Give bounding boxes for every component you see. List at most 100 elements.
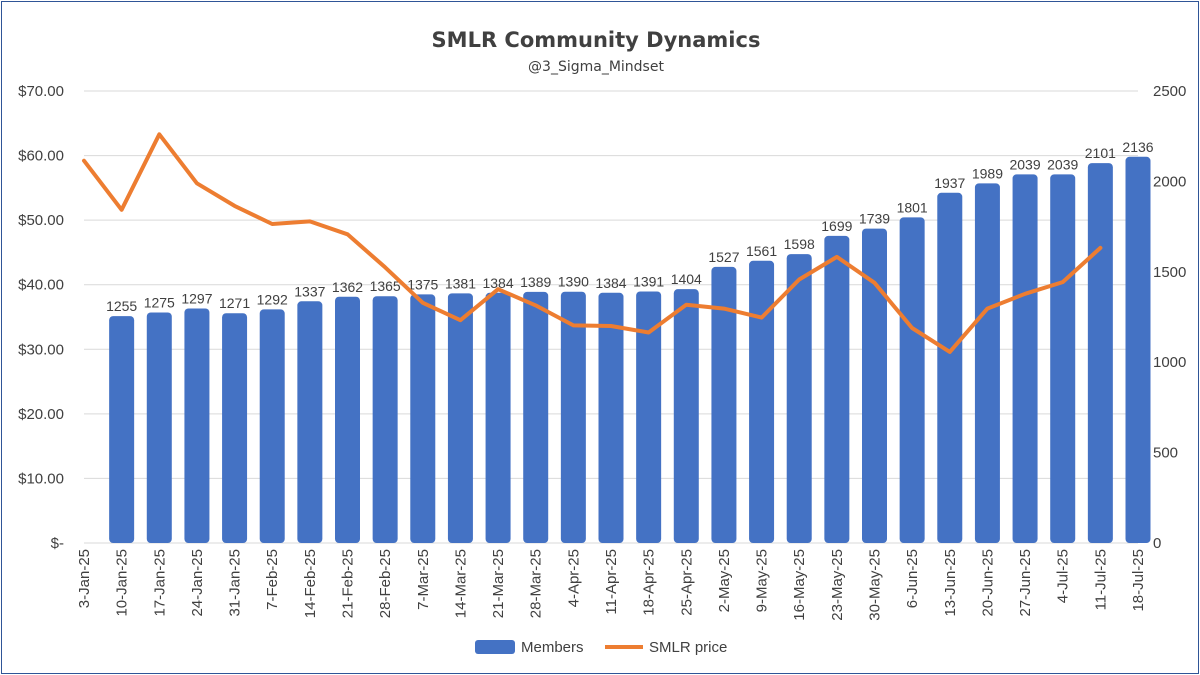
- members-data-label: 1391: [633, 274, 664, 290]
- x-axis-tick-label: 7-Feb-25: [264, 549, 281, 610]
- x-axis-tick-label: 23-May-25: [829, 549, 846, 621]
- price-line: [82, 132, 1103, 354]
- members-data-label: 1404: [671, 271, 702, 287]
- right-axis-tick-label: 500: [1153, 445, 1178, 462]
- members-data-label: 1337: [294, 283, 325, 299]
- members-data-label: 1739: [859, 211, 890, 227]
- members-bar: [673, 289, 699, 543]
- x-axis-tick-label: 11-Apr-25: [603, 549, 620, 615]
- members-data-label: 1292: [257, 291, 288, 307]
- members-data-labels: 1255 1275 1297 1271 1292 1337 1362 1365 1375 1381…: [106, 139, 1154, 314]
- x-axis-tick-label: 6-Jun-25: [904, 549, 921, 608]
- members-bar: [259, 309, 285, 543]
- chart-title: SMLR Community Dynamics: [432, 28, 761, 52]
- left-axis-tick-label: $60.00: [18, 148, 64, 165]
- x-axis-tick-label: 31-Jan-25: [227, 549, 244, 617]
- members-data-label: 1275: [144, 294, 175, 310]
- members-data-label: 1255: [106, 298, 137, 314]
- x-axis-tick-label: 14-Mar-25: [452, 549, 469, 618]
- left-axis-tick-label: $50.00: [18, 212, 64, 229]
- members-bar: [146, 312, 172, 543]
- members-bars: [109, 156, 1151, 543]
- members-data-label: 2101: [1085, 145, 1116, 161]
- left-axis-tick-label: $30.00: [18, 341, 64, 358]
- members-bar: [636, 291, 662, 543]
- left-axis-tick-label: $10.00: [18, 470, 64, 487]
- members-bar: [862, 228, 887, 543]
- right-axis-ticks: 0 500 1000 1500 2000 2500: [1153, 83, 1186, 552]
- right-axis-tick-label: 0: [1153, 535, 1161, 552]
- legend-members-swatch: [475, 640, 515, 654]
- members-data-label: 1699: [821, 218, 852, 234]
- gridlines: [84, 90, 1138, 544]
- x-axis-tick-label: 7-Mar-25: [415, 549, 432, 610]
- members-data-label: 1989: [972, 165, 1003, 181]
- members-bar: [335, 296, 360, 543]
- members-data-label: 1375: [407, 276, 438, 292]
- x-axis-tick-label: 13-Jun-25: [942, 549, 959, 617]
- members-bar: [485, 292, 511, 543]
- members-bar: [222, 313, 248, 543]
- members-data-label: 1297: [181, 291, 212, 307]
- x-axis-tick-label: 25-Apr-25: [678, 549, 695, 616]
- x-axis-tick-label: 28-Mar-25: [528, 549, 545, 618]
- members-data-label: 2039: [1047, 156, 1078, 172]
- x-axis-tick-label: 27-Jun-25: [1017, 549, 1034, 617]
- legend: Members SMLR price: [475, 639, 727, 656]
- members-bar: [410, 294, 436, 543]
- x-axis-tick-label: 24-Jan-25: [189, 549, 206, 617]
- x-axis-tick-label: 17-Jan-25: [151, 549, 168, 617]
- price-line-path: [82, 132, 1103, 354]
- members-bar: [523, 291, 549, 543]
- right-axis-tick-label: 2500: [1153, 83, 1186, 100]
- x-axis-tick-label: 4-Jul-25: [1055, 549, 1072, 603]
- members-data-label: 1384: [482, 275, 513, 291]
- members-bar: [786, 254, 812, 543]
- x-axis-tick-label: 21-Feb-25: [340, 549, 357, 618]
- members-data-label: 1362: [332, 279, 363, 295]
- members-data-label: 1561: [746, 243, 777, 259]
- members-bar: [447, 293, 473, 543]
- members-data-label: 1801: [897, 199, 928, 215]
- members-bar: [937, 192, 963, 543]
- x-axis-tick-label: 14-Feb-25: [302, 549, 319, 618]
- legend-price-label: SMLR price: [649, 639, 727, 656]
- x-axis-ticks: 3-Jan-25 10-Jan-25 17-Jan-25 24-Jan-25 31-Ja…: [76, 549, 1147, 621]
- members-bar: [1050, 174, 1076, 543]
- x-axis-tick-label: 9-May-25: [754, 549, 771, 612]
- x-axis-tick-label: 16-May-25: [791, 549, 808, 621]
- legend-members-label: Members: [521, 639, 584, 656]
- members-bar: [974, 183, 1000, 543]
- members-bar: [109, 316, 135, 543]
- members-bar: [598, 292, 624, 543]
- members-data-label: 2136: [1122, 139, 1153, 155]
- x-axis-tick-label: 21-Mar-25: [490, 549, 507, 618]
- right-axis-tick-label: 2000: [1153, 173, 1186, 190]
- members-data-label: 1389: [520, 274, 551, 290]
- x-axis-tick-label: 28-Feb-25: [377, 549, 394, 618]
- members-bar: [297, 301, 323, 543]
- members-data-label: 2039: [1009, 156, 1040, 172]
- members-data-label: 1384: [595, 275, 626, 291]
- members-data-label: 1365: [370, 278, 401, 294]
- left-axis-tick-label: $20.00: [18, 406, 64, 423]
- x-axis-tick-label: 10-Jan-25: [114, 549, 131, 617]
- x-axis-tick-label: 4-Apr-25: [565, 549, 582, 607]
- members-data-label: 1390: [558, 274, 589, 290]
- members-bar: [184, 308, 210, 543]
- x-axis-tick-label: 30-May-25: [867, 549, 884, 621]
- members-bar: [372, 296, 398, 543]
- members-data-label: 1598: [784, 236, 815, 252]
- x-axis-tick-label: 3-Jan-25: [76, 549, 93, 608]
- x-axis-tick-label: 2-May-25: [716, 549, 733, 612]
- members-data-label: 1271: [219, 295, 250, 311]
- x-axis-tick-label: 20-Jun-25: [979, 549, 996, 617]
- members-data-label: 1527: [708, 249, 739, 265]
- members-bar: [1012, 174, 1038, 543]
- members-bar: [1125, 156, 1151, 543]
- left-axis-tick-label: $-: [51, 535, 64, 552]
- right-axis-tick-label: 1000: [1153, 354, 1186, 371]
- right-axis-tick-label: 1500: [1153, 264, 1186, 281]
- members-data-label: 1381: [445, 275, 476, 291]
